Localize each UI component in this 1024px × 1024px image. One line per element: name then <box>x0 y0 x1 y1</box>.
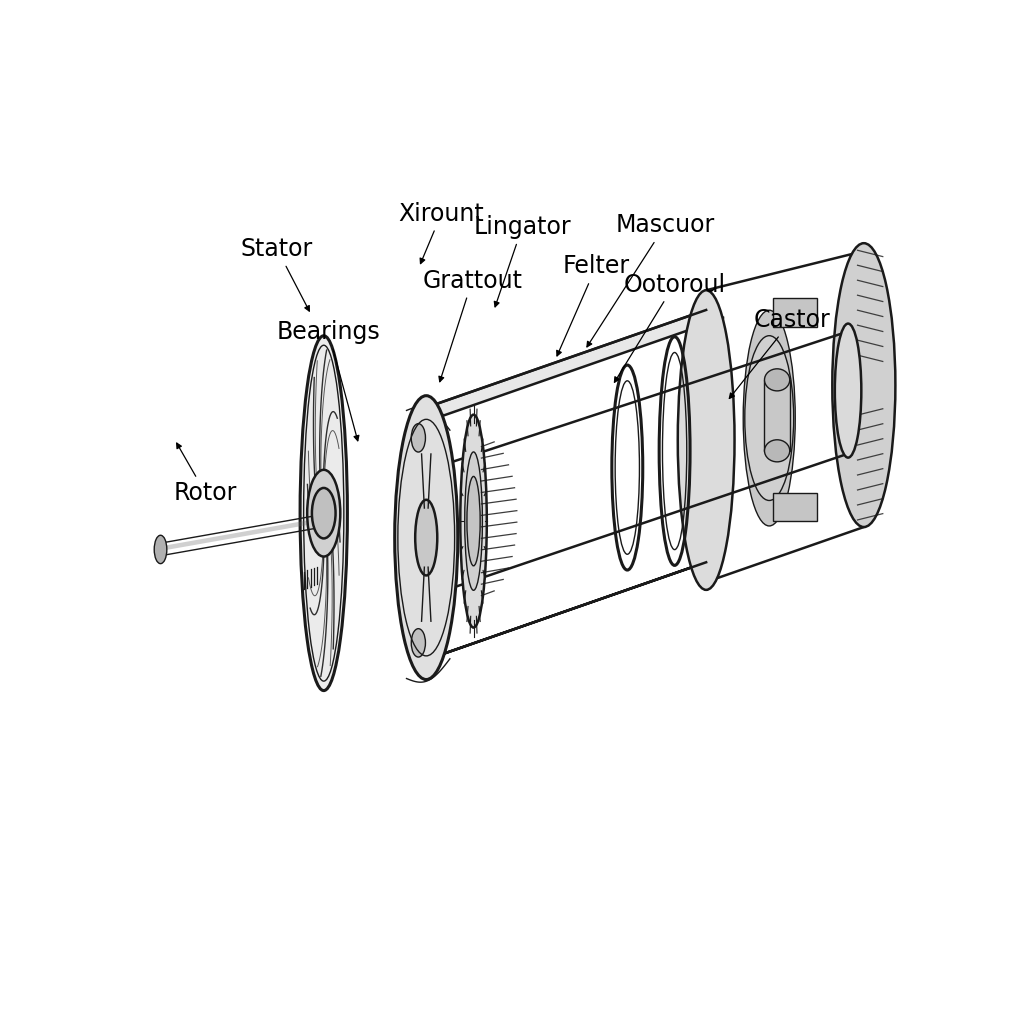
Ellipse shape <box>744 336 794 501</box>
Ellipse shape <box>465 452 482 590</box>
Text: Xirount: Xirount <box>398 202 484 263</box>
Bar <box>773 298 816 327</box>
Ellipse shape <box>835 324 861 458</box>
Ellipse shape <box>394 395 458 680</box>
Text: Felter: Felter <box>557 254 630 356</box>
Text: Mascuor: Mascuor <box>587 213 715 347</box>
Ellipse shape <box>743 310 796 526</box>
Text: Grattout: Grattout <box>422 268 522 382</box>
Ellipse shape <box>312 488 336 539</box>
Ellipse shape <box>412 629 425 657</box>
Text: Castor: Castor <box>729 308 830 398</box>
Bar <box>765 380 790 451</box>
Text: Rotor: Rotor <box>174 443 238 506</box>
Ellipse shape <box>678 290 734 590</box>
Text: Ootoroul: Ootoroul <box>614 272 725 382</box>
Ellipse shape <box>300 336 347 690</box>
Polygon shape <box>426 558 717 659</box>
Text: Lingator: Lingator <box>473 215 571 307</box>
Ellipse shape <box>467 476 480 566</box>
Text: Stator: Stator <box>241 237 313 311</box>
Ellipse shape <box>765 369 790 391</box>
Ellipse shape <box>155 536 167 563</box>
Bar <box>773 493 816 521</box>
Ellipse shape <box>307 470 340 557</box>
Ellipse shape <box>412 424 425 452</box>
Ellipse shape <box>461 415 486 628</box>
Ellipse shape <box>421 468 447 602</box>
Text: Bearings: Bearings <box>276 319 380 440</box>
Ellipse shape <box>404 408 449 668</box>
Ellipse shape <box>684 310 728 570</box>
Polygon shape <box>426 310 724 416</box>
Ellipse shape <box>765 439 790 462</box>
Ellipse shape <box>833 243 895 527</box>
Ellipse shape <box>415 500 437 575</box>
